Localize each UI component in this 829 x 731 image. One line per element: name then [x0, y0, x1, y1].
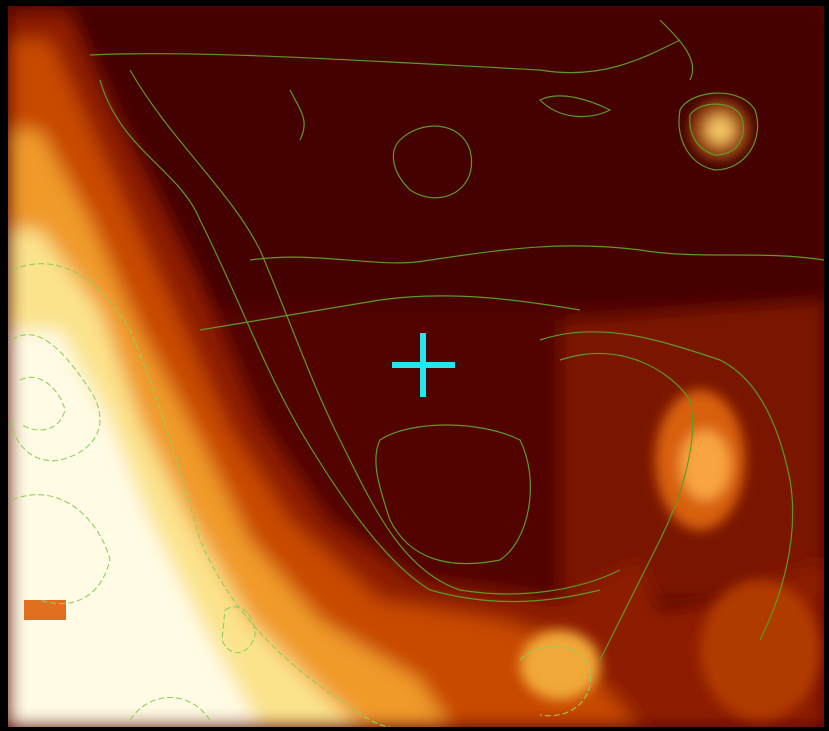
- image-viewer: [0, 0, 829, 731]
- page: [0, 0, 829, 731]
